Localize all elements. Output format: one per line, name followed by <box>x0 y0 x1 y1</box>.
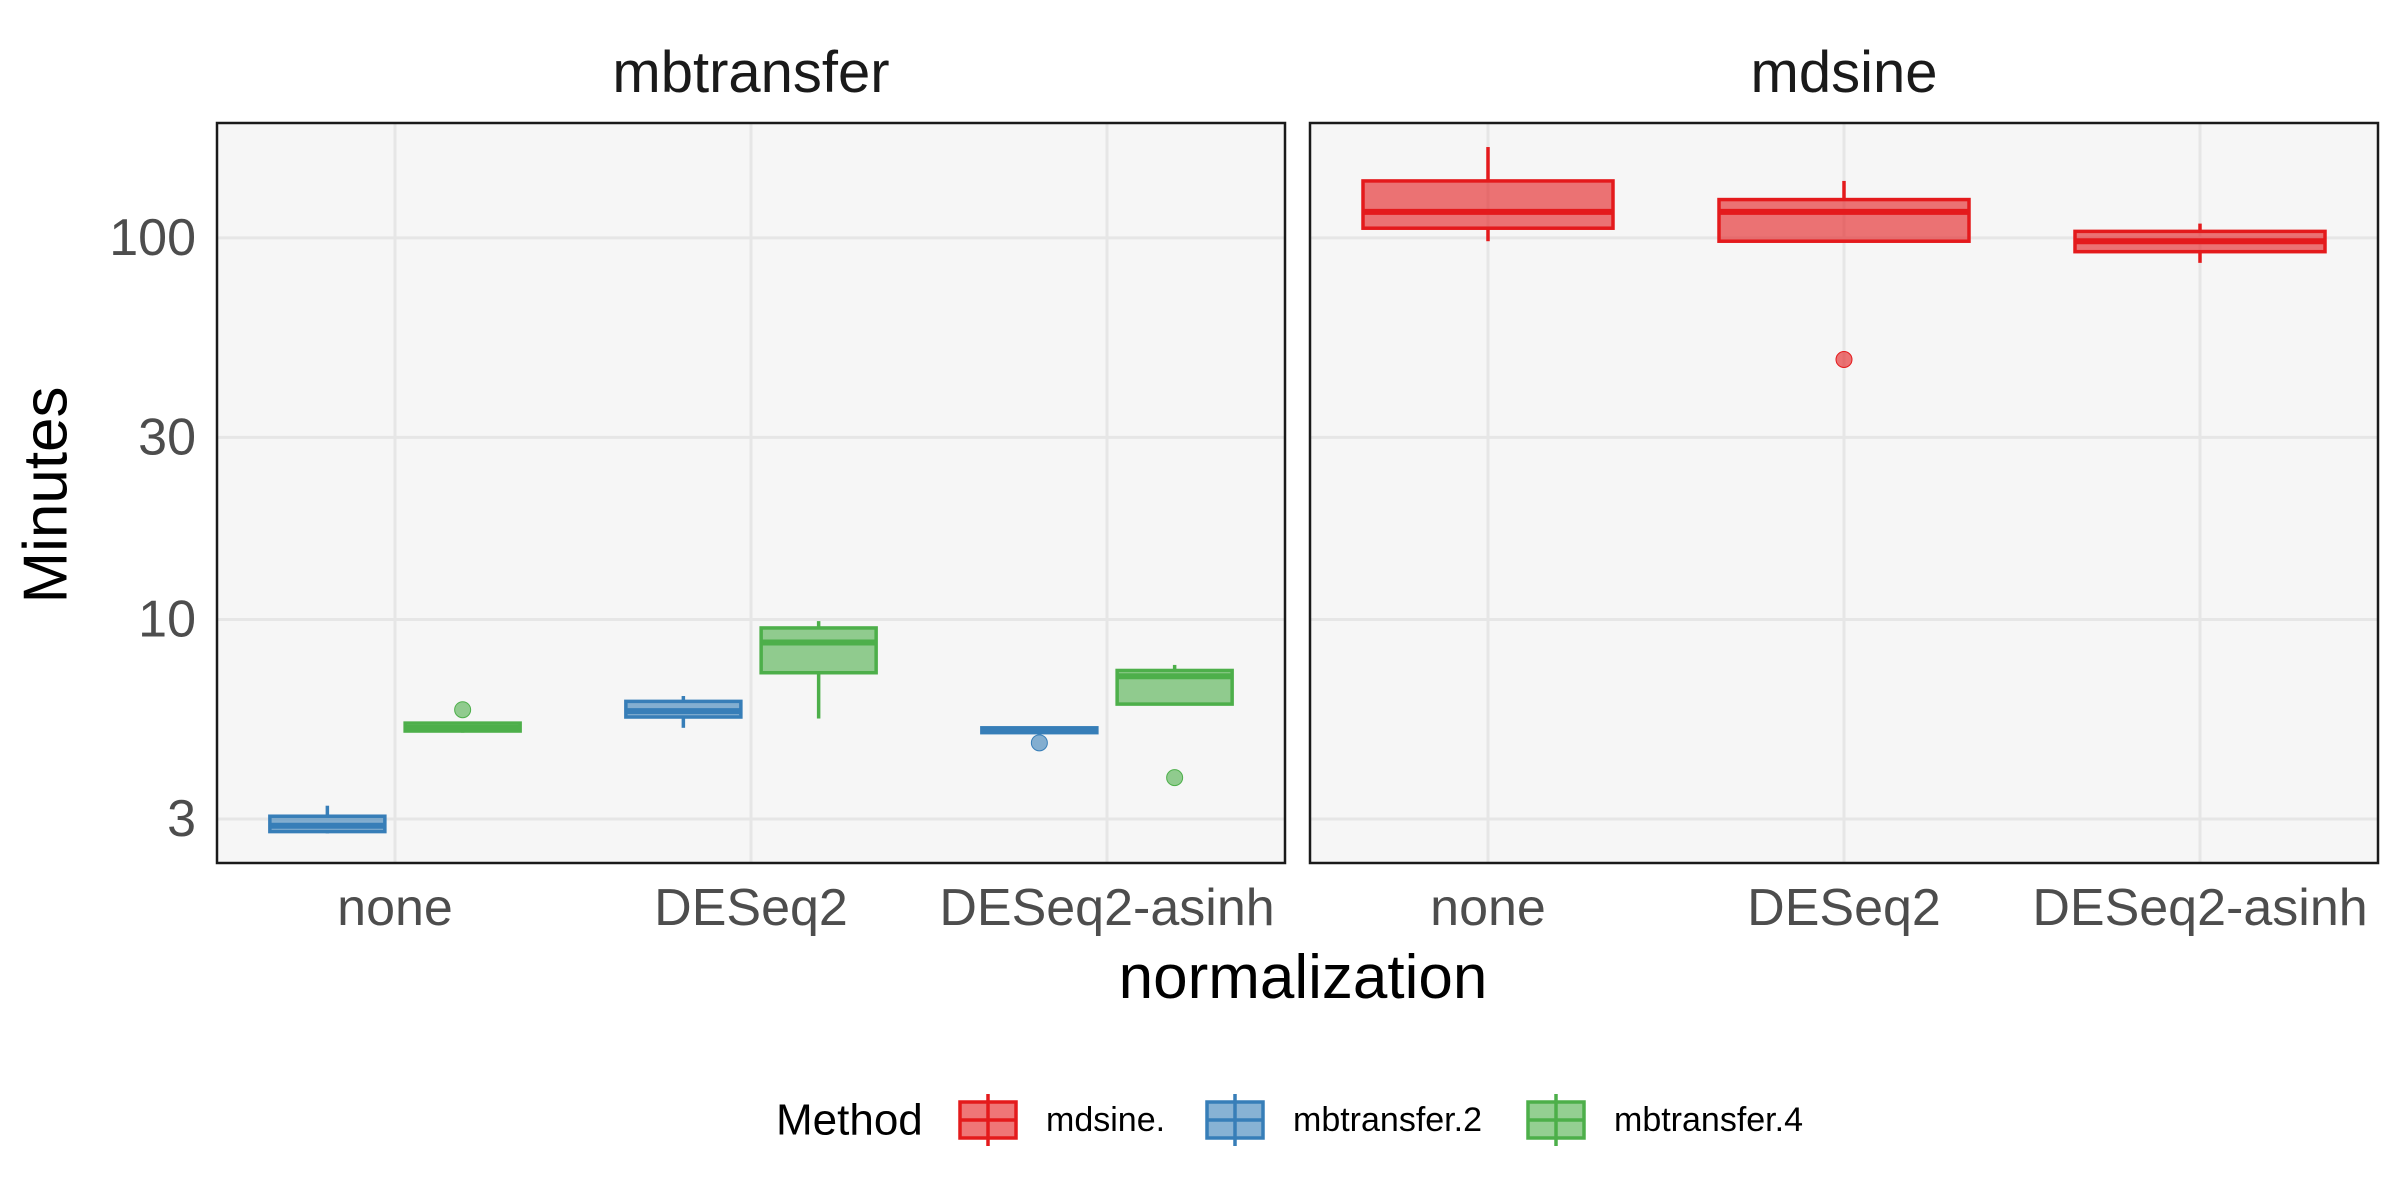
panel-border <box>215 121 1287 865</box>
outlier-point <box>1835 350 1853 368</box>
y-tick-label: 30 <box>138 408 196 466</box>
y-tick-label: 10 <box>138 590 196 648</box>
legend-label: mdsine. <box>1046 1101 1165 1139</box>
y-tick-label: 100 <box>109 209 196 267</box>
x-tick-label: DESeq2 <box>1747 879 1941 937</box>
x-tick-label: none <box>337 879 453 937</box>
facet-panels: none DESeq2 DESeq2-asinh mbtransfer none DESe… <box>215 40 2380 937</box>
box-mbtransfer2-none <box>268 805 387 834</box>
box-mdsine-DESeq2 <box>1717 180 1971 368</box>
legend-entry-mbtransfer2: mbtransfer.2 <box>1205 1094 1482 1146</box>
y-axis: 3 10 30 100 <box>109 209 196 848</box>
facet-panel-mdsine: none DESeq2 DESeq2-asinh mdsine <box>1308 40 2380 937</box>
x-tick-label: none <box>1430 879 1546 937</box>
facet-title: mdsine <box>1751 40 1938 105</box>
box-iqr <box>1717 197 1971 243</box>
box-mbtransfer4-DESeq2-asinh <box>1115 664 1234 787</box>
legend-entry-mdsine: mdsine. <box>958 1094 1165 1146</box>
x-tick-label: DESeq2 <box>654 879 848 937</box>
facet-title: mbtransfer <box>612 40 889 105</box>
legend: Method mdsine. mbtransfer.2 mbtransfer.4 <box>776 1094 1803 1146</box>
box-iqr <box>759 626 878 675</box>
x-tick-label: DESeq2-asinh <box>2032 879 2367 937</box>
y-tick-label: 3 <box>167 790 196 848</box>
box-mbtransfer2-DESeq2 <box>624 696 743 728</box>
legend-label: mbtransfer.2 <box>1293 1101 1482 1139</box>
outlier-point <box>1166 769 1184 787</box>
outlier-point <box>1030 734 1048 752</box>
box-mbtransfer4-DESeq2 <box>759 621 878 719</box>
legend-entry-mbtransfer4: mbtransfer.4 <box>1526 1094 1803 1146</box>
x-axis-title: normalization <box>1119 943 1488 1012</box>
x-tick-label: DESeq2-asinh <box>939 879 1274 937</box>
box-iqr <box>1361 179 1615 230</box>
legend-title: Method <box>776 1096 923 1145</box>
box-mbtransfer2-DESeq2-asinh <box>980 726 1099 752</box>
legend-label: mbtransfer.4 <box>1614 1101 1803 1139</box>
outlier-point <box>454 701 472 719</box>
box-mbtransfer4-none <box>403 701 522 733</box>
y-axis-title: Minutes <box>11 386 80 603</box>
panel-border <box>1308 121 2380 865</box>
box-mdsine-none <box>1361 147 1615 242</box>
facet-panel-mbtransfer: none DESeq2 DESeq2-asinh mbtransfer <box>215 40 1287 937</box>
box-mdsine-DESeq2-asinh <box>2073 223 2327 263</box>
